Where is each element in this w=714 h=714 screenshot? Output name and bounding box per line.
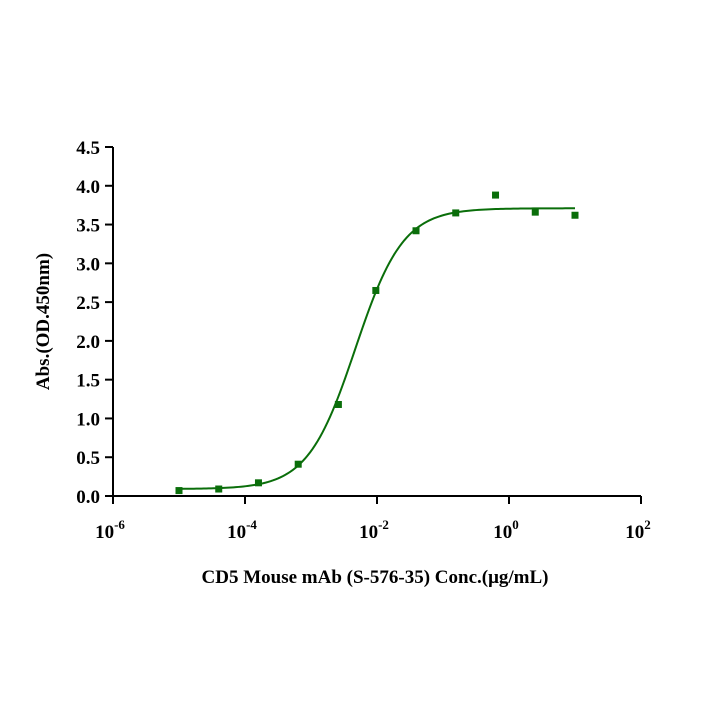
y-tick-label: 0.0 <box>76 487 100 508</box>
data-point <box>215 485 223 493</box>
y-tick-label: 3.5 <box>76 216 100 237</box>
data-point <box>175 487 183 495</box>
y-axis-title: Abs.(OD.450nm) <box>33 253 54 390</box>
data-point <box>254 479 262 487</box>
data-point <box>294 460 302 468</box>
y-tick-label: 4.0 <box>76 177 100 198</box>
axes <box>112 147 641 497</box>
y-tick-label: 4.5 <box>76 138 100 159</box>
data-point <box>492 191 500 199</box>
data-point <box>412 227 420 235</box>
y-tick-label: 0.5 <box>76 448 100 469</box>
y-tick-label: 1.0 <box>76 409 100 430</box>
x-tick-label: 100 <box>493 517 519 543</box>
fit-curve-group <box>178 207 575 490</box>
data-point <box>372 286 380 294</box>
y-tick-label: 2.5 <box>76 293 100 314</box>
data-point <box>452 209 460 217</box>
data-point <box>571 211 579 219</box>
x-tick-label: 10-2 <box>359 517 389 543</box>
y-tick-label: 2.0 <box>76 332 100 353</box>
data-point <box>334 400 342 408</box>
x-tick-label: 10-4 <box>227 517 257 543</box>
tick-group: 0.0 0.5 1.0 1.5 2.0 2.5 3.0 3.5 4.0 4.5 10-6 10-4 10… <box>76 138 651 543</box>
data-point <box>531 208 539 216</box>
x-axis-title: CD5 Mouse mAb (S-576-35) Conc.(μg/mL) <box>202 567 549 588</box>
y-tick-label: 3.0 <box>76 254 100 275</box>
y-tick-label: 1.5 <box>76 371 100 392</box>
data-points <box>175 191 579 495</box>
x-tick-label: 102 <box>625 517 651 543</box>
x-tick-label: 10-6 <box>95 517 125 543</box>
fit-curve <box>178 207 575 490</box>
